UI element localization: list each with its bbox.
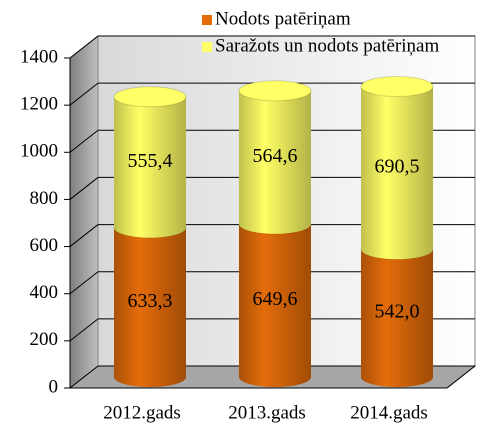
y-tick-label: 400 (30, 282, 59, 303)
bar-cap (113, 86, 187, 108)
grid-line (69, 82, 99, 106)
grid-line (69, 129, 99, 153)
y-tick-label: 800 (30, 188, 59, 209)
value-label: 690,5 (375, 155, 420, 177)
value-label: 555,4 (128, 150, 173, 172)
legend-swatch (202, 42, 212, 52)
bar-shade (239, 90, 311, 234)
bar-cap (360, 75, 434, 97)
value-label: 564,6 (253, 145, 298, 167)
y-tick-label: 1000 (20, 141, 58, 162)
y-tick-label: 600 (30, 235, 59, 256)
grid-line (69, 224, 99, 247)
y-tick-label: 1400 (20, 46, 58, 67)
y-tick-label: 1200 (20, 94, 58, 115)
legend-label: Nodots patēriņam (215, 8, 351, 29)
bar-cap (238, 80, 312, 102)
floor-edge (446, 365, 476, 389)
grid-line (69, 318, 99, 342)
bar-shade (361, 249, 433, 387)
bar-shade (361, 86, 433, 260)
value-label: 542,0 (375, 301, 420, 323)
bar-shade (114, 227, 186, 387)
y-tick-label: 0 (49, 376, 59, 397)
value-label: 633,3 (128, 290, 173, 312)
y-tick-label: 200 (30, 329, 59, 350)
side-wall (69, 34, 99, 390)
grid-line (69, 35, 99, 59)
legend-label: Saražots un nodots patēriņam (215, 35, 439, 56)
bar-shade (239, 223, 311, 387)
grid-line (69, 365, 99, 389)
value-label: 649,6 (253, 288, 298, 310)
x-tick-label: 2013.gads (228, 402, 306, 423)
grid-line (69, 271, 99, 295)
grid-line (69, 177, 99, 200)
bar-shade (114, 96, 186, 238)
legend-swatch (202, 15, 212, 25)
x-tick-label: 2012.gads (103, 402, 181, 423)
x-tick-label: 2014.gads (350, 402, 428, 423)
